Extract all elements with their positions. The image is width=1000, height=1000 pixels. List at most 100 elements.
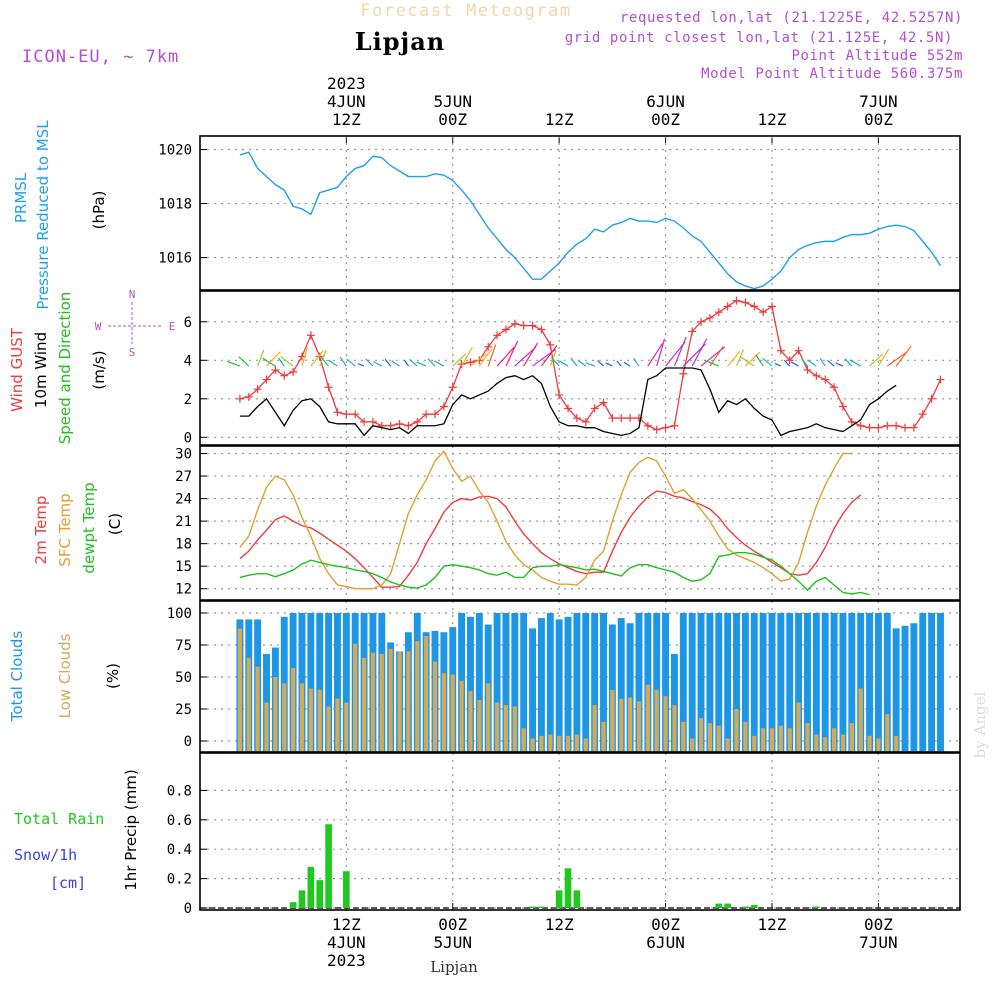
gust-point bbox=[262, 375, 271, 384]
dewpt-line bbox=[239, 551, 870, 596]
low-cloud-bar bbox=[344, 702, 349, 752]
gust-point bbox=[927, 394, 936, 403]
low-cloud-bar bbox=[370, 652, 376, 752]
gust-point bbox=[333, 408, 342, 417]
bottom-axis-label: 4JUN bbox=[327, 933, 366, 952]
top-axis-label: 6JUN bbox=[646, 92, 685, 111]
low-cloud-bar bbox=[459, 680, 464, 752]
temperature-ytick-label: 15 bbox=[175, 559, 192, 575]
total-cloud-bar bbox=[830, 613, 838, 752]
compass-s: S bbox=[129, 346, 136, 359]
pressure-label-1: PRMSL bbox=[12, 172, 30, 223]
gust-point bbox=[590, 404, 599, 413]
low-cloud-bar bbox=[512, 706, 517, 752]
gust-point bbox=[360, 417, 369, 426]
panel-frame bbox=[199, 752, 961, 911]
total-cloud-bar bbox=[573, 613, 581, 752]
low-cloud-bar bbox=[503, 705, 509, 752]
wind-arrow bbox=[434, 360, 445, 367]
wind-arrow bbox=[365, 358, 374, 367]
gust-point bbox=[572, 414, 581, 423]
wind-arrow bbox=[585, 362, 595, 367]
gust-point bbox=[510, 319, 519, 328]
rain-bar bbox=[742, 906, 749, 908]
gust-point bbox=[670, 421, 679, 430]
low-cloud-bar bbox=[885, 714, 890, 752]
total-cloud-bar bbox=[848, 613, 856, 752]
low-cloud-bar bbox=[831, 728, 837, 752]
low-cloud-bar bbox=[326, 706, 331, 752]
wind-unit: (m/s) bbox=[90, 350, 108, 389]
gust-point bbox=[874, 423, 883, 432]
precipitation-ytick-label: 0.4 bbox=[167, 842, 192, 858]
gust-point bbox=[271, 365, 280, 374]
gust-point bbox=[652, 425, 661, 434]
low-cloud-bar bbox=[761, 728, 766, 752]
model-label: ICON-EU, ~ 7km bbox=[22, 47, 179, 67]
low-cloud-bar bbox=[894, 735, 899, 752]
wind-arrow bbox=[319, 349, 327, 367]
total-cloud-bar bbox=[724, 613, 732, 752]
temperature-ytick-label: 27 bbox=[175, 469, 192, 485]
gust-point bbox=[901, 423, 910, 432]
snow-unit: [cm] bbox=[50, 874, 86, 892]
wind-arrow bbox=[478, 348, 493, 367]
wind-gust-label: Wind GUST bbox=[8, 327, 26, 412]
total-cloud-bar bbox=[653, 613, 661, 752]
bottom-axis-label: 2023 bbox=[327, 951, 366, 970]
wind-ytick-label: 0 bbox=[184, 430, 192, 446]
top-axis-label: 4JUN bbox=[327, 92, 366, 111]
panel-frame bbox=[199, 135, 961, 291]
gust-point bbox=[608, 414, 617, 423]
gust-point bbox=[759, 308, 768, 317]
compass-rose: N S W E bbox=[95, 288, 176, 359]
total-cloud-bar bbox=[821, 613, 829, 752]
low-cloud-bar bbox=[645, 684, 650, 752]
rain-bar bbox=[538, 906, 545, 908]
pressure-ytick-label: 1020 bbox=[158, 143, 192, 159]
gust-point bbox=[537, 325, 546, 334]
low-cloud-bar bbox=[583, 738, 588, 752]
gust-point bbox=[546, 340, 555, 349]
rain-bar bbox=[298, 890, 306, 908]
wind-arrow bbox=[790, 361, 799, 367]
compass-w: W bbox=[95, 320, 102, 333]
gust-point bbox=[785, 356, 794, 365]
wind-arrow bbox=[384, 358, 392, 367]
low-cloud-bar bbox=[468, 691, 473, 752]
gust-point bbox=[794, 346, 803, 355]
watermark: by Angel bbox=[971, 691, 989, 758]
low-cloud-bar bbox=[317, 689, 322, 752]
gust-point bbox=[244, 392, 253, 401]
precipitation-panel: 0 0.2 0.4 0.6 0.8 bbox=[167, 753, 960, 917]
total-cloud-bar bbox=[511, 613, 519, 752]
rain-bar bbox=[555, 890, 563, 908]
total-cloud-bar bbox=[608, 624, 616, 752]
low-cloud-bar bbox=[778, 725, 783, 752]
total-cloud-bar bbox=[502, 613, 510, 752]
low-cloud-bar bbox=[787, 728, 792, 752]
gust-point bbox=[386, 421, 395, 430]
info-line-1: requested lon,lat (21.1225E, 42.5257N) bbox=[620, 10, 963, 26]
wind-arrow bbox=[647, 343, 664, 367]
low-cloud-bar bbox=[264, 702, 269, 752]
gust-point bbox=[466, 358, 475, 367]
gust-point bbox=[723, 302, 732, 311]
wind-arrow bbox=[514, 346, 537, 367]
wind-arrow bbox=[262, 357, 276, 367]
temperature-ytick-label: 18 bbox=[175, 537, 192, 553]
wind-arrow bbox=[391, 360, 400, 367]
gust-point bbox=[493, 331, 502, 340]
rain-bar bbox=[813, 906, 820, 908]
wind-arrow bbox=[403, 359, 409, 367]
low-cloud-bar bbox=[557, 735, 562, 752]
wind-10m-label: 10m Wind bbox=[32, 332, 50, 408]
precipitation-ytick-label: 0.2 bbox=[167, 872, 192, 888]
low-cloud-bar bbox=[867, 735, 872, 752]
wind-arrow bbox=[886, 352, 907, 367]
wind-arrow bbox=[346, 358, 356, 367]
precipitation-ytick-label: 0.6 bbox=[167, 813, 192, 829]
chart-subtitle: Forecast Meteogram bbox=[360, 1, 571, 21]
wind-arrow bbox=[549, 349, 557, 367]
low-cloud-bar bbox=[681, 721, 686, 752]
